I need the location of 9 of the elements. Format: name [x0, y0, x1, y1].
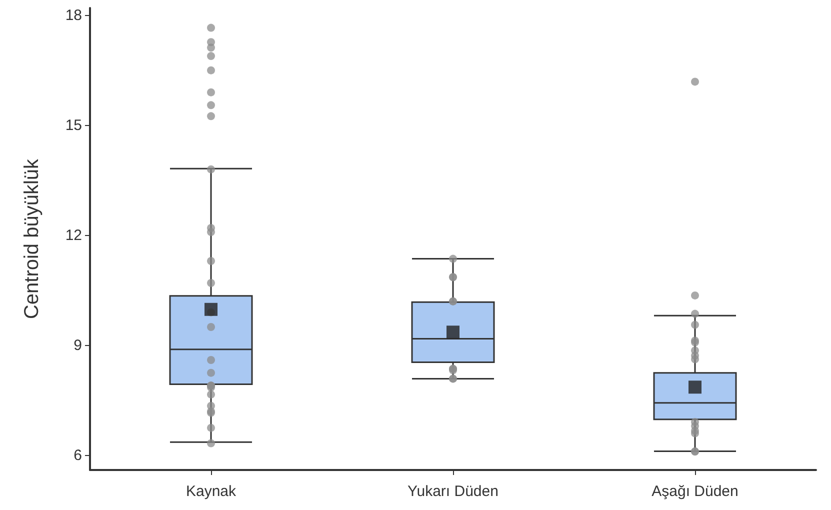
- y-tick-label: 6: [74, 446, 82, 464]
- y-tick-label: 12: [65, 226, 82, 244]
- y-tick-label: 18: [65, 6, 82, 24]
- x-tick-label: Yukarı Düden: [408, 483, 498, 500]
- y-tick-label: 15: [65, 116, 82, 134]
- y-axis-title: Centroid büyüklük: [21, 158, 43, 320]
- x-tick-label: Aşağı Düden: [652, 483, 738, 500]
- x-tick-label: Kaynak: [186, 483, 237, 500]
- y-tick-label: 9: [74, 336, 82, 354]
